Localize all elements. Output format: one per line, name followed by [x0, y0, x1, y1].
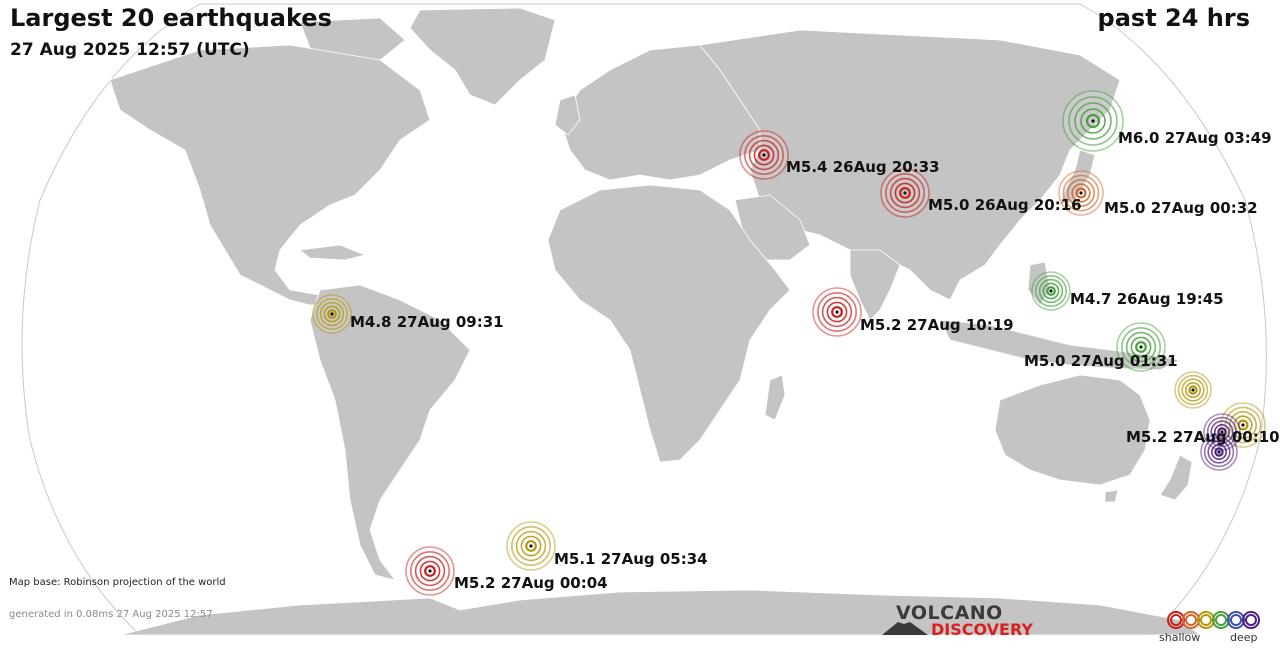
quake-label: M6.0 27Aug 03:49: [1118, 129, 1272, 147]
quake-label: M5.0 27Aug 00:32: [1104, 199, 1258, 217]
quake-label: M4.8 27Aug 09:31: [350, 313, 504, 331]
map-base-note: Map base: Robinson projection of the wor…: [9, 577, 226, 588]
earthquake-marker[interactable]: [812, 287, 862, 337]
legend-shallow-label: shallow: [1159, 631, 1201, 644]
volcano-logo-icon: [882, 622, 928, 635]
logo-text-volcano: VOLCANO: [896, 602, 1003, 624]
quake-label: M5.1 27Aug 05:34: [554, 550, 708, 568]
earthquake-marker[interactable]: [1062, 90, 1124, 152]
madagascar: [764, 374, 786, 421]
legend-ring: [1200, 614, 1212, 626]
legend-ring: [1170, 614, 1182, 626]
earthquake-markers: [312, 90, 1266, 596]
antarctica: [119, 589, 1202, 636]
map-title: Largest 20 earthquakes: [10, 4, 332, 32]
australia: [994, 374, 1151, 486]
indonesia: [939, 319, 1182, 371]
quake-label: M5.2 27Aug 10:19: [860, 316, 1014, 334]
earthquake-marker[interactable]: [312, 294, 352, 334]
legend-ring: [1245, 614, 1257, 626]
earthquake-marker[interactable]: [880, 168, 930, 218]
quake-label: M5.2 27Aug 00:04: [454, 574, 608, 592]
quake-label: M5.0 26Aug 20:16: [928, 196, 1082, 214]
generated-note: generated in 0.08ms 27 Aug 2025 12:57: [9, 609, 213, 620]
earthquake-marker[interactable]: [1116, 322, 1166, 372]
map-datetime: 27 Aug 2025 12:57 (UTC): [10, 40, 250, 60]
volcano-discovery-logo[interactable]: VOLCANO DISCOVERY: [880, 602, 1040, 642]
earthquake-marker[interactable]: [1200, 433, 1238, 471]
earthquake-marker[interactable]: [405, 546, 455, 596]
new-zealand: [1159, 454, 1193, 501]
tasmania: [1104, 489, 1119, 503]
asia: [699, 29, 1121, 301]
legend-ring: [1230, 614, 1242, 626]
quake-label: M5.2 27Aug 00:10: [1126, 428, 1280, 446]
depth-legend: [1167, 611, 1260, 629]
earthquake-marker[interactable]: [1031, 271, 1071, 311]
greenland: [409, 7, 556, 106]
britain: [554, 94, 581, 136]
north-america: [109, 44, 431, 306]
india: [849, 249, 901, 321]
quake-label: M4.7 26Aug 19:45: [1070, 290, 1224, 308]
earthquake-marker[interactable]: [739, 130, 789, 180]
legend-ring: [1242, 611, 1260, 629]
earthquake-marker[interactable]: [1058, 170, 1104, 216]
legend-deep-label: deep: [1230, 631, 1258, 644]
earthquake-marker[interactable]: [1174, 371, 1212, 409]
caribbean: [299, 244, 367, 261]
logo-text-discovery: DISCOVERY: [931, 620, 1034, 639]
legend-ring: [1185, 614, 1197, 626]
earthquake-marker[interactable]: [506, 521, 556, 571]
japan: [1059, 149, 1096, 206]
south-america: [309, 284, 471, 581]
legend-ring: [1215, 614, 1227, 626]
quake-label: M5.0 27Aug 01:31: [1024, 352, 1178, 370]
quake-label: M5.4 26Aug 20:33: [786, 158, 940, 176]
africa: [547, 184, 791, 463]
time-period: past 24 hrs: [1097, 4, 1250, 32]
